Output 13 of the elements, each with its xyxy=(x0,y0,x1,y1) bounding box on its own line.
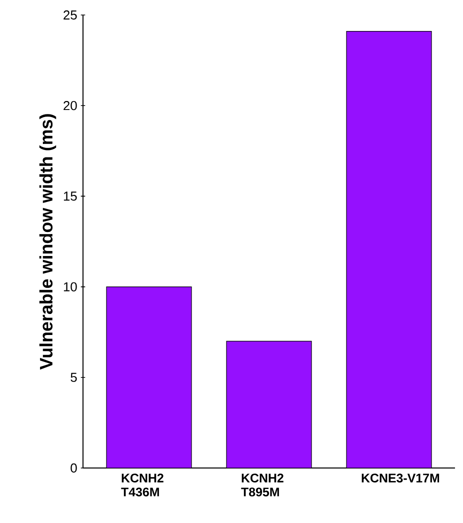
y-tick-label: 15 xyxy=(64,192,77,201)
y-axis-title: Vulnerable window width (ms) xyxy=(39,114,56,370)
bar xyxy=(106,286,192,468)
y-tick-label: 25 xyxy=(64,10,77,20)
x-tick-label: KCNH2 T436M xyxy=(121,474,164,496)
x-tick-label: KCNH2 T895M xyxy=(241,474,284,496)
y-tick-label: 20 xyxy=(64,101,77,110)
y-tick-label: 10 xyxy=(64,282,77,292)
y-tick-label: 5 xyxy=(70,372,77,382)
bar xyxy=(346,31,432,468)
x-tick-label: KCNE3-V17M xyxy=(362,474,440,482)
bar xyxy=(226,340,312,468)
y-tick-label: 0 xyxy=(70,463,77,473)
